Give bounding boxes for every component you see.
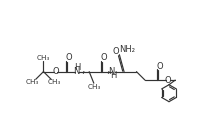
Text: O: O [112,47,119,56]
Text: ,: , [81,65,84,75]
Text: N: N [72,67,79,76]
Text: O: O [65,53,72,62]
Text: CH₃: CH₃ [26,79,39,85]
Text: O: O [52,67,59,76]
Text: H: H [110,71,116,80]
Text: CH₃: CH₃ [47,79,61,85]
Text: ,: , [105,65,109,75]
Text: O: O [156,62,162,71]
Text: N: N [108,67,114,76]
Text: NH₂: NH₂ [119,45,134,54]
Text: CH₃: CH₃ [37,55,50,61]
Text: O: O [100,53,107,62]
Text: O: O [164,76,171,85]
Text: H: H [74,63,80,72]
Text: CH₃: CH₃ [88,84,101,90]
